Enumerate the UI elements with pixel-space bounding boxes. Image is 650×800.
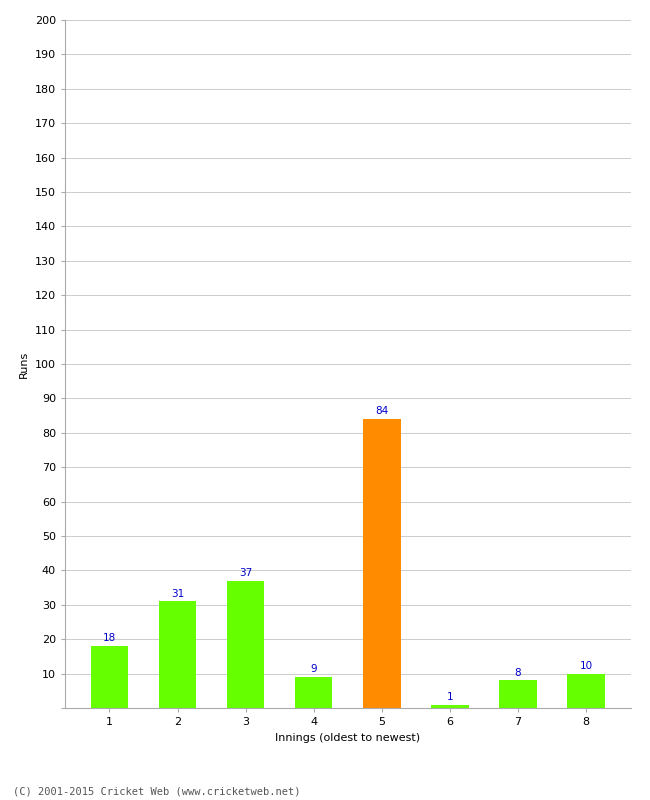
Bar (227, 581, 265, 708)
Bar (363, 419, 400, 708)
Bar (159, 602, 196, 708)
Text: 1: 1 (447, 692, 453, 702)
Text: 18: 18 (103, 634, 116, 643)
Text: 10: 10 (580, 661, 593, 671)
Bar (499, 681, 537, 708)
Text: 9: 9 (311, 664, 317, 674)
Text: 31: 31 (171, 589, 184, 598)
Text: 8: 8 (515, 668, 521, 678)
Bar (567, 674, 605, 708)
Text: (C) 2001-2015 Cricket Web (www.cricketweb.net): (C) 2001-2015 Cricket Web (www.cricketwe… (13, 786, 300, 796)
Text: 84: 84 (375, 406, 389, 416)
Bar (91, 646, 128, 708)
Text: 37: 37 (239, 568, 252, 578)
Y-axis label: Runs: Runs (20, 350, 29, 378)
X-axis label: Innings (oldest to newest): Innings (oldest to newest) (275, 733, 421, 742)
Bar (431, 705, 469, 708)
Bar (295, 677, 332, 708)
